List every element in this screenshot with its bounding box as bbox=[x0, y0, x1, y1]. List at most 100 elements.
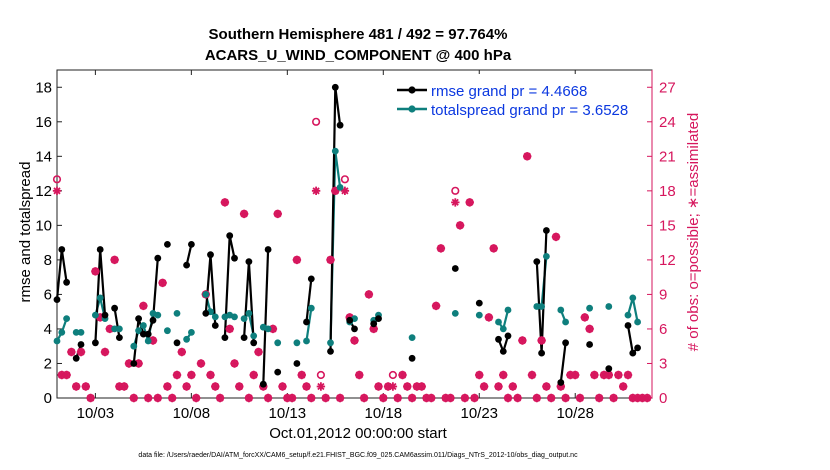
rmse-point bbox=[533, 258, 541, 265]
rmse-point bbox=[370, 320, 378, 328]
obs-assimilated-marker bbox=[383, 382, 393, 391]
obs-assimilated-marker bbox=[163, 382, 172, 391]
rmse-point bbox=[164, 241, 171, 248]
obs-assimilated-marker bbox=[244, 393, 254, 403]
obs-assimilated-marker bbox=[211, 382, 220, 391]
legend-spread-label: totalspread grand pr = 3.6528 bbox=[431, 102, 628, 119]
rmse-point bbox=[274, 368, 282, 376]
obs-assimilated-marker bbox=[609, 393, 618, 403]
obs-assimilated-marker bbox=[623, 370, 633, 380]
y-axis-left-label: rmse and totalspread bbox=[17, 162, 34, 303]
rmse-point bbox=[327, 348, 334, 355]
rmse-line bbox=[223, 234, 236, 338]
y-right-tick-label: 3 bbox=[659, 355, 667, 372]
legend-rmse-marker bbox=[408, 86, 416, 94]
spread-point bbox=[504, 306, 512, 314]
y-tick-label: 16 bbox=[35, 114, 52, 131]
obs-assimilated-marker bbox=[168, 393, 177, 403]
obs-assimilated-marker bbox=[571, 370, 580, 380]
obs-assimilated-marker bbox=[441, 393, 450, 403]
spread-point bbox=[135, 327, 143, 335]
rmse-point bbox=[557, 379, 565, 386]
obs-possible-marker bbox=[388, 370, 398, 380]
obs-assimilated-marker bbox=[134, 359, 143, 368]
spread-point bbox=[202, 291, 210, 298]
y-right-tick-label: 9 bbox=[659, 286, 667, 303]
obs-assimilated-marker bbox=[451, 198, 460, 207]
obs-assimilated-marker bbox=[633, 393, 642, 403]
rmse-point bbox=[116, 334, 123, 341]
spread-point bbox=[408, 334, 416, 341]
spread-point bbox=[538, 303, 545, 310]
obs-assimilated-marker bbox=[249, 370, 258, 380]
obs-assimilated-marker bbox=[254, 347, 263, 357]
spread-point bbox=[557, 306, 565, 314]
obs-assimilated-marker bbox=[239, 209, 249, 219]
rmse-point bbox=[264, 246, 272, 253]
obs-assimilated-marker bbox=[144, 393, 153, 403]
rmse-point bbox=[135, 315, 143, 322]
obs-assimilated-marker bbox=[196, 359, 206, 368]
obs-assimilated-marker bbox=[355, 370, 364, 380]
obs-assimilated-marker bbox=[575, 393, 585, 403]
obs-assimilated-marker bbox=[72, 382, 81, 391]
spread-point bbox=[130, 342, 138, 350]
obs-assimilated-marker bbox=[566, 370, 575, 380]
rmse-point bbox=[351, 325, 358, 333]
rmse-point bbox=[149, 316, 157, 324]
obs-assimilated-marker bbox=[417, 382, 426, 391]
data-file-footer: data file: /Users/raeder/DAI/ATM_forcXX/… bbox=[138, 452, 578, 459]
obs-assimilated-marker bbox=[52, 186, 62, 195]
obs-assimilated-marker bbox=[508, 382, 517, 391]
legend: rmse grand pr = 4.4668 totalspread grand… bbox=[392, 74, 646, 119]
y-tick-label: 12 bbox=[35, 183, 52, 200]
obs-assimilated-marker bbox=[235, 382, 244, 391]
rmse-point bbox=[408, 354, 416, 362]
obs-possible-marker bbox=[340, 175, 350, 184]
obs-assimilated-marker bbox=[393, 393, 402, 403]
spread-point bbox=[624, 311, 632, 319]
obs-assimilated-marker bbox=[182, 382, 191, 391]
obs-markers bbox=[52, 117, 652, 403]
obs-assimilated-marker bbox=[518, 336, 527, 345]
obs-assimilated-marker bbox=[326, 255, 335, 265]
obs-assimilated-marker bbox=[388, 382, 398, 391]
rmse-point bbox=[154, 254, 162, 262]
rmse-point bbox=[543, 227, 550, 234]
obs-assimilated-marker bbox=[369, 324, 378, 334]
spread-point bbox=[231, 313, 238, 321]
obs-assimilated-marker bbox=[177, 347, 186, 357]
spread-point bbox=[240, 315, 248, 322]
series-markers bbox=[53, 83, 641, 388]
obs-assimilated-marker bbox=[206, 370, 215, 380]
rmse-point bbox=[346, 316, 354, 324]
rmse-point bbox=[77, 341, 85, 348]
obs-assimilated-marker bbox=[76, 347, 86, 357]
y-right-tick-label: 12 bbox=[659, 252, 676, 269]
obs-assimilated-marker bbox=[542, 382, 551, 391]
rmse-point bbox=[605, 365, 613, 373]
rmse-point bbox=[226, 232, 234, 240]
rmse-point bbox=[259, 380, 267, 388]
spread-point bbox=[586, 304, 593, 312]
rmse-point bbox=[331, 83, 339, 91]
obs-assimilated-marker bbox=[470, 393, 479, 403]
obs-assimilated-marker bbox=[124, 359, 134, 368]
y-right-tick-label: 15 bbox=[659, 217, 676, 234]
x-tick-label: 10/13 bbox=[269, 405, 307, 422]
obs-possible-marker bbox=[52, 175, 62, 184]
rmse-point bbox=[144, 330, 152, 338]
spread-point bbox=[307, 304, 315, 312]
obs-assimilated-marker bbox=[537, 336, 546, 345]
obs-assimilated-marker bbox=[81, 382, 90, 391]
obs-assimilated-marker bbox=[96, 313, 105, 322]
obs-assimilated-marker bbox=[86, 393, 95, 403]
obs-assimilated-marker bbox=[340, 186, 350, 195]
rmse-point bbox=[96, 246, 104, 253]
obs-assimilated-marker bbox=[499, 370, 508, 380]
obs-assimilated-marker bbox=[403, 382, 412, 391]
obs-assimilated-marker bbox=[614, 370, 623, 380]
